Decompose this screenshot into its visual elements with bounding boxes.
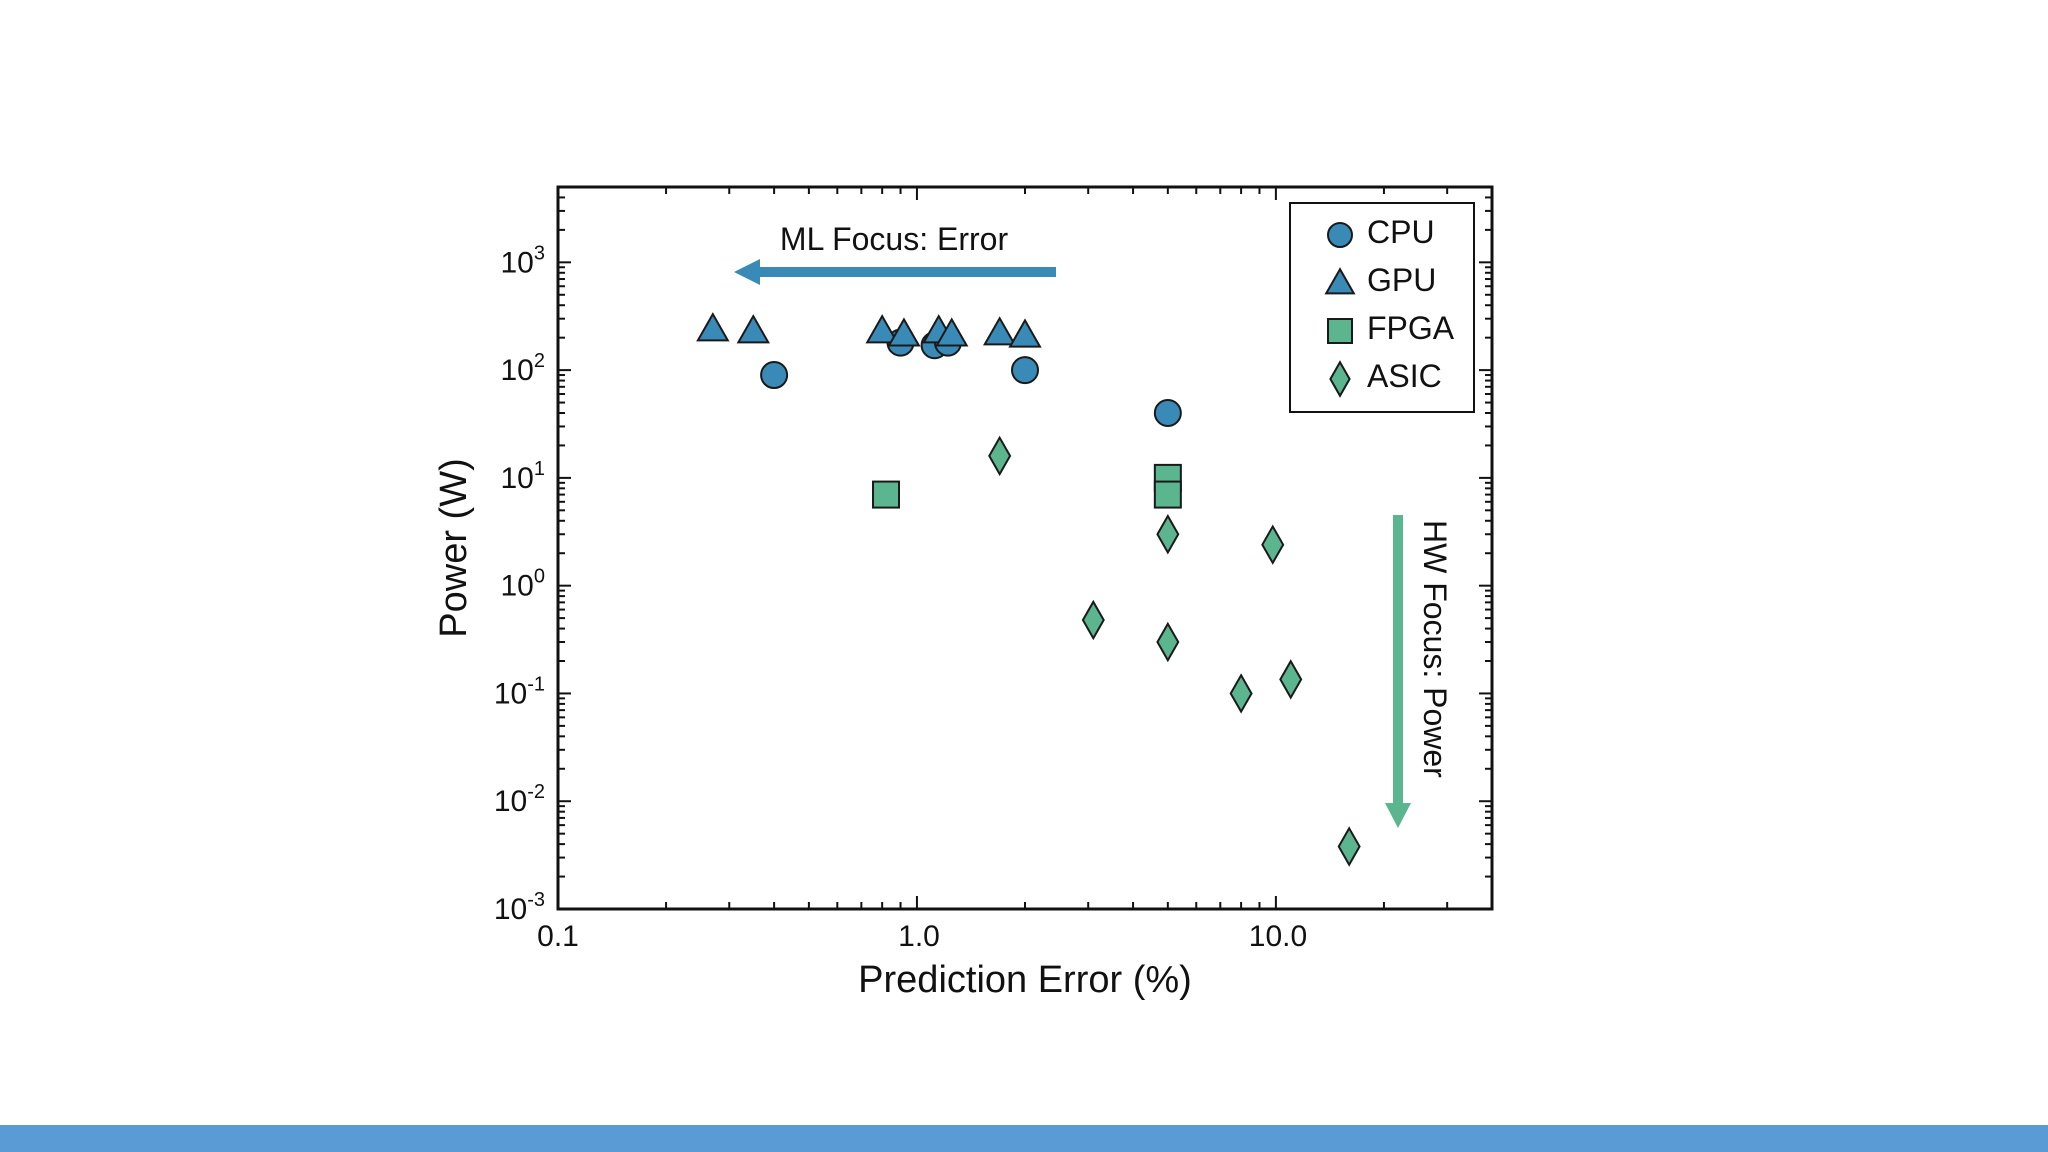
gpu-point bbox=[1008, 318, 1042, 348]
annotations-layer: ML Focus: Error HW Focus: Power bbox=[734, 221, 1453, 828]
asic-point bbox=[1337, 826, 1361, 867]
x-tick-labels: 0.1 1.0 10.0 bbox=[537, 920, 1307, 953]
legend-label-cpu: CPU bbox=[1367, 214, 1435, 250]
x-axis-title: Prediction Error (%) bbox=[858, 959, 1192, 1001]
y-tick-label: 101 bbox=[501, 458, 546, 495]
gpu-point bbox=[865, 314, 899, 344]
y-tick-label: 103 bbox=[501, 242, 546, 279]
legend-label-fpga: FPGA bbox=[1367, 310, 1455, 346]
asic-point bbox=[988, 435, 1012, 477]
fpga-point bbox=[1153, 480, 1182, 509]
gpu-point bbox=[935, 317, 969, 347]
gpu-point bbox=[696, 312, 730, 342]
asic-point bbox=[1081, 599, 1105, 641]
asic-point bbox=[1279, 659, 1303, 700]
hw-focus-label: HW Focus: Power bbox=[1417, 520, 1453, 778]
cpu-point bbox=[1153, 399, 1182, 428]
cpu-point bbox=[1011, 356, 1039, 385]
gpu-point bbox=[982, 316, 1017, 346]
hw-focus-annotation: HW Focus: Power bbox=[1385, 515, 1453, 828]
footer-bar bbox=[0, 1125, 2048, 1152]
y-tick-label: 10-1 bbox=[494, 673, 545, 710]
ml-focus-label: ML Focus: Error bbox=[780, 221, 1009, 257]
x-tick-label: 10.0 bbox=[1249, 920, 1307, 953]
legend-box bbox=[1289, 202, 1475, 413]
plot-frame bbox=[556, 185, 1494, 911]
x-tick-label: 1.0 bbox=[898, 920, 940, 953]
points-layer bbox=[696, 312, 1361, 867]
legend-markers bbox=[1324, 222, 1356, 398]
y-tick-labels: 103 102 101 100 10-1 10-2 10-3 bbox=[494, 242, 545, 926]
asic-point bbox=[1156, 514, 1180, 555]
y-tick-label: 10-3 bbox=[494, 889, 545, 926]
gpu-point bbox=[887, 317, 921, 347]
asic-point bbox=[1156, 621, 1180, 663]
legend-label-gpu: GPU bbox=[1367, 262, 1436, 298]
legend-marker-gpu bbox=[1324, 267, 1356, 295]
legend-marker-cpu bbox=[1327, 222, 1353, 248]
legend-marker-asic bbox=[1329, 360, 1351, 398]
y-tick-label: 102 bbox=[501, 350, 546, 387]
hw-focus-arrowhead bbox=[1385, 803, 1411, 828]
fpga-point bbox=[872, 480, 901, 509]
y-axis-title: Power (W) bbox=[433, 458, 475, 637]
legend-marker-fpga bbox=[1327, 318, 1353, 344]
legend-label-asic: ASIC bbox=[1367, 358, 1442, 394]
cpu-point bbox=[760, 361, 789, 390]
ml-focus-annotation: ML Focus: Error bbox=[734, 221, 1056, 285]
legend: CPU GPU FPGA ASIC bbox=[1289, 202, 1475, 413]
asic-point bbox=[1261, 524, 1285, 565]
y-tick-label: 10-2 bbox=[494, 781, 545, 818]
y-tick-label: 100 bbox=[501, 566, 546, 603]
asic-point bbox=[1229, 673, 1253, 714]
ml-focus-arrowhead bbox=[734, 259, 760, 285]
gpu-point bbox=[736, 314, 770, 344]
x-tick-label: 0.1 bbox=[537, 920, 579, 953]
